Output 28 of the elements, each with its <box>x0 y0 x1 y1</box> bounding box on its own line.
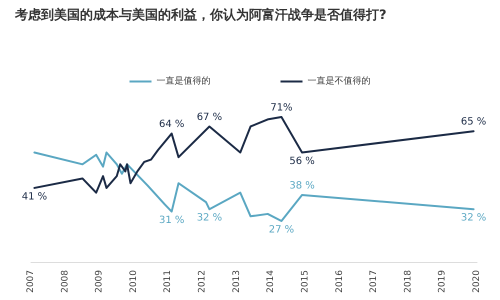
data-label: 56 % <box>289 156 315 167</box>
data-label: 64 % <box>158 119 184 130</box>
x-tick-label: 2020 <box>472 270 482 293</box>
data-label: 71% <box>270 102 293 114</box>
x-tick-label: 2010 <box>128 270 139 293</box>
data-label: 67 % <box>196 112 222 123</box>
x-tick-label: 2017 <box>369 270 380 293</box>
x-tick-label: 2007 <box>26 270 36 293</box>
x-tick-label: 2012 <box>198 270 208 293</box>
x-tick-label: 2008 <box>60 270 70 293</box>
data-label: 41 % <box>22 191 48 202</box>
x-tick-label: 2019 <box>438 270 448 293</box>
x-tick-label: 2018 <box>403 270 414 293</box>
x-tick-label: 2015 <box>300 270 310 293</box>
legend-label: 一直是值得的 <box>156 76 210 86</box>
x-tick-label: 2013 <box>232 270 242 293</box>
x-tick-label: 2011 <box>163 270 174 293</box>
x-tick-label: 2014 <box>266 270 276 293</box>
data-label: 32 % <box>196 212 222 224</box>
x-tick-label: 2009 <box>94 270 105 293</box>
data-label: 27 % <box>268 224 294 236</box>
data-label: 31 % <box>158 215 184 226</box>
x-tick-label: 2016 <box>334 270 345 293</box>
legend-label: 一直是不值得的 <box>308 76 370 86</box>
data-label: 65 % <box>460 116 486 128</box>
data-label: 38 % <box>289 180 315 192</box>
data-label: 32 % <box>460 212 486 224</box>
chart-title: 考虑到美国的成本与美国的利益，你认为阿富汗战争是否值得打? <box>14 7 387 23</box>
